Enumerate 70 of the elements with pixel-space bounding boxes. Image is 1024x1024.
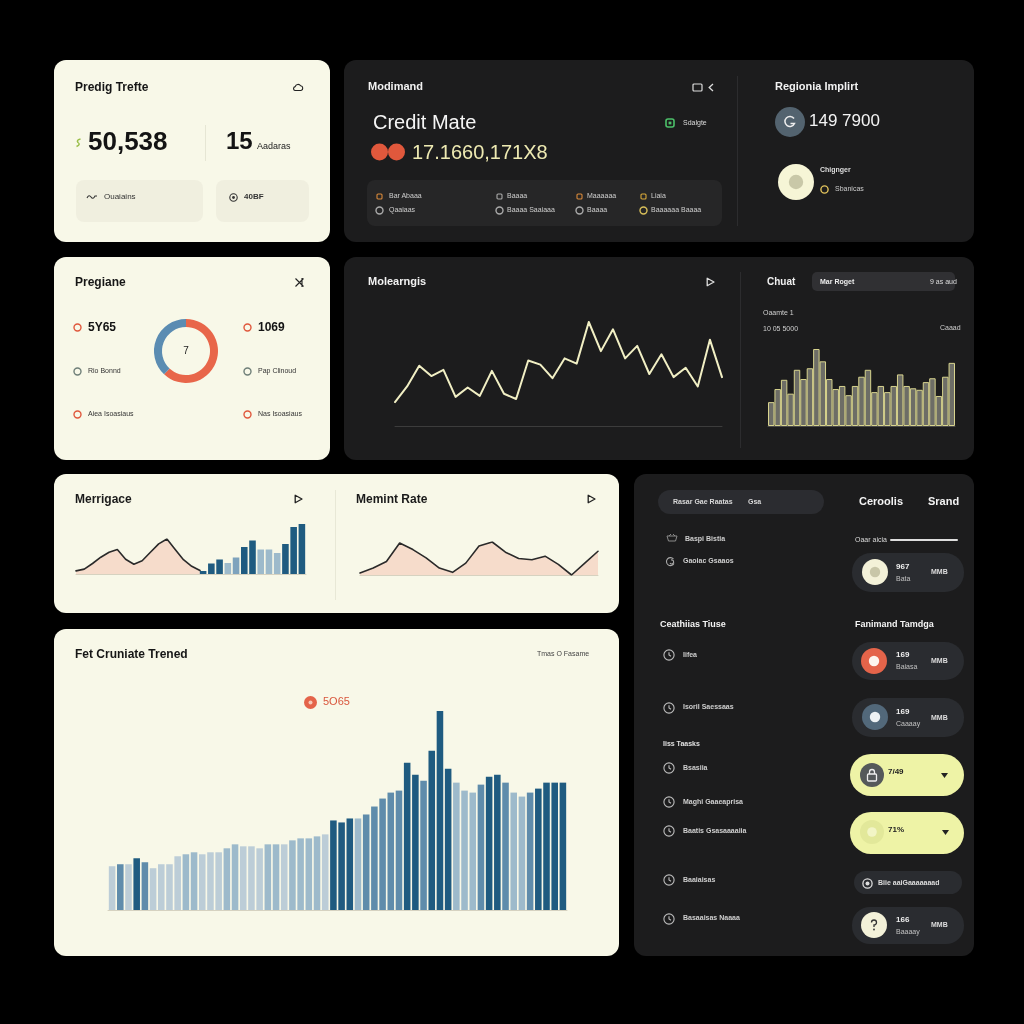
bar [141, 862, 149, 910]
bar [190, 852, 198, 910]
bar [510, 792, 517, 910]
bar [485, 776, 493, 910]
bar [108, 866, 116, 910]
bar [403, 762, 411, 910]
bar [518, 796, 526, 910]
bar [412, 774, 419, 910]
text: Srand [928, 495, 960, 509]
text: Predig Trefte [75, 79, 149, 95]
bar [280, 844, 288, 910]
bar [362, 814, 370, 910]
text: 50,538 [88, 126, 168, 158]
text: 149 7900 [809, 110, 880, 132]
bar [305, 838, 313, 910]
text: Ceroolis [859, 495, 904, 509]
text: 7 [183, 345, 189, 357]
bar [526, 792, 534, 910]
bar [149, 868, 157, 910]
bar [477, 784, 485, 910]
bar [436, 711, 444, 910]
bar [273, 553, 281, 574]
text: 71% [888, 825, 905, 835]
text: Modimand [368, 80, 423, 94]
text: 5Y65 [88, 319, 117, 335]
bar [494, 774, 501, 910]
chart-title: Molearngis [368, 275, 427, 289]
bar [223, 848, 231, 910]
bar [224, 563, 232, 574]
bar [298, 524, 306, 574]
text: 40BF [244, 192, 264, 202]
text: Ceathiias Tiuse [660, 618, 726, 630]
text: 169 [896, 650, 910, 660]
bar [257, 549, 265, 574]
chart-title: Pregiane [75, 274, 126, 290]
bar [231, 844, 239, 910]
text: 7/49 [888, 767, 904, 777]
text: Ouaiains [104, 192, 136, 202]
bar [313, 836, 321, 910]
chart-title: Memint Rate [356, 491, 428, 507]
text: Regionia Implirt [775, 80, 859, 94]
bar [264, 844, 272, 910]
bar [559, 782, 567, 910]
text: 17.1660,171X8 [412, 140, 548, 164]
text: Credit Mate [373, 110, 477, 134]
text: 169 [896, 707, 910, 717]
text: 166 [896, 915, 910, 925]
text: 15 [226, 126, 253, 156]
bar [346, 818, 354, 910]
bar [420, 780, 427, 910]
chart-title: Chuat [767, 276, 796, 288]
text: 5O65 [323, 695, 350, 709]
text: 967 [896, 562, 910, 572]
bar [321, 834, 329, 910]
bar [272, 844, 280, 910]
bar [199, 571, 207, 574]
bar [428, 750, 436, 910]
bar [125, 864, 132, 910]
bar [354, 818, 362, 910]
text: Aadaras [257, 140, 291, 152]
text: Fanimand Tamdga [855, 618, 934, 630]
text: 1069 [258, 319, 285, 335]
bar [444, 768, 452, 910]
bar [502, 782, 509, 910]
bar [117, 864, 124, 910]
bar [395, 790, 403, 910]
bar [182, 854, 190, 910]
chart-title: Merrigace [75, 491, 132, 507]
bar [133, 858, 140, 910]
chart-title: Fet Cruniate Trened [75, 646, 188, 662]
